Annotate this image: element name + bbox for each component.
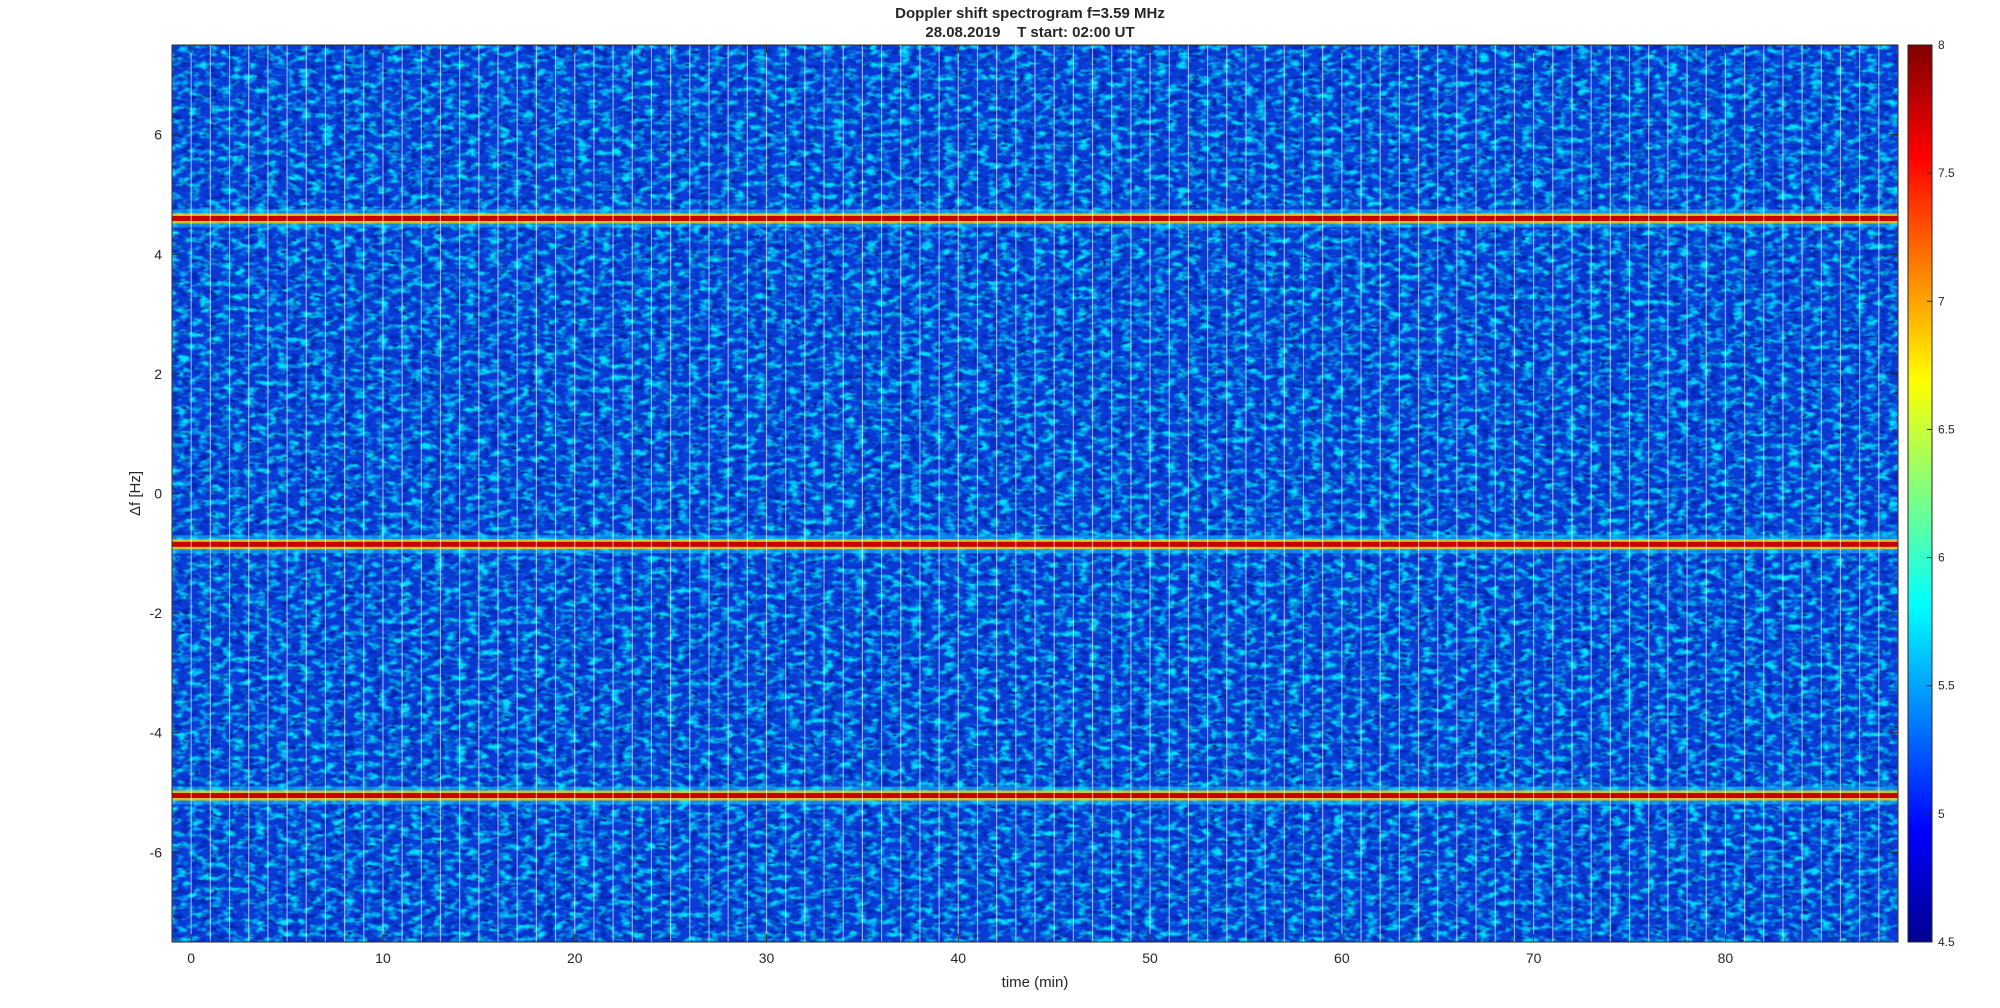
- y-tick-label: 6: [154, 127, 162, 143]
- y-axis-label: Δf [Hz]: [127, 471, 144, 516]
- y-tick-label: 0: [154, 486, 162, 502]
- colorbar-tick-label: 7.5: [1938, 166, 1955, 180]
- y-tick-label: -4: [150, 725, 163, 741]
- x-tick-label: 0: [187, 950, 195, 966]
- colorbar-tick-label: 7: [1938, 294, 1945, 308]
- plot-area: [171, 44, 1899, 943]
- colorbar-tick-label: 5.5: [1938, 679, 1955, 693]
- x-tick-label: 60: [1334, 950, 1350, 966]
- chart-subtitle: 28.08.2019 T start: 02:00 UT: [925, 24, 1134, 41]
- chart-title: Doppler shift spectrogram f=3.59 MHz: [895, 5, 1165, 22]
- colorbar-tick-label: 6: [1938, 551, 1945, 565]
- x-axis-label: time (min): [1002, 974, 1069, 991]
- x-tick-label: 40: [950, 950, 966, 966]
- y-tick-label: 4: [154, 246, 162, 262]
- colorbar-gradient: [1907, 44, 1933, 943]
- colorbar-ticks: 4.5 5 5.5 6 6.5 7 7.5 8: [1927, 38, 1955, 949]
- y-axis: -6 -4 -2 0 2 4 6: [150, 127, 1898, 860]
- y-tick-label: -2: [150, 605, 163, 621]
- colorbar-tick-label: 4.5: [1938, 935, 1955, 949]
- y-tick-label: 2: [154, 366, 162, 382]
- x-tick-label: 10: [375, 950, 391, 966]
- x-tick-label: 50: [1142, 950, 1158, 966]
- x-tick-label: 70: [1526, 950, 1542, 966]
- colorbar-tick-label: 5: [1938, 807, 1945, 821]
- segment-boundaries: [172, 45, 1898, 942]
- y-tick-label: -6: [150, 844, 163, 860]
- x-tick-label: 30: [759, 950, 775, 966]
- x-tick-label: 20: [567, 950, 583, 966]
- colorbar: 4.5 5 5.5 6 6.5 7 7.5 8: [1907, 38, 1955, 949]
- colorbar-tick-label: 8: [1938, 38, 1945, 52]
- x-axis: 0 10 20 30 40 50 60 70 80: [187, 45, 1733, 966]
- x-tick-label: 80: [1718, 950, 1734, 966]
- colorbar-tick-label: 6.5: [1938, 422, 1955, 436]
